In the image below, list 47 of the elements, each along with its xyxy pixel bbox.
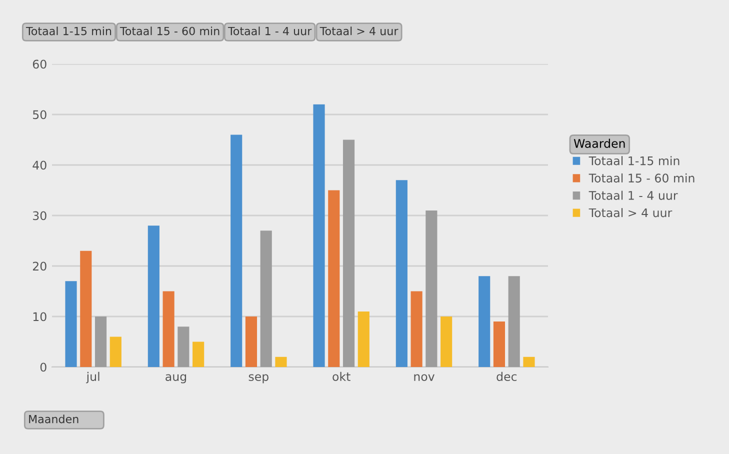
bar [410, 291, 422, 367]
bar [162, 291, 174, 367]
y-tick-label: 50 [33, 110, 46, 120]
text: Totaal > 4 uur [320, 26, 398, 36]
x-tick-label: aug [166, 374, 186, 384]
bar [358, 311, 370, 367]
x-tick-label: sep [248, 374, 268, 384]
x-tick-label: okt [332, 372, 350, 381]
text: Totaal 1 - 4 uur [228, 26, 312, 36]
y-tick-label: 20 [32, 262, 46, 271]
legend-label: Totaal 1-15 min [588, 156, 680, 166]
bar [328, 190, 340, 367]
bar [230, 134, 242, 367]
bar [178, 326, 190, 367]
x-tick-label: dec [496, 372, 517, 381]
bar [80, 250, 92, 367]
y-tick-label: 10 [33, 312, 46, 322]
bar [245, 316, 258, 367]
x-tick-label: nov [414, 374, 434, 381]
bar [478, 276, 490, 367]
bar [440, 316, 452, 367]
y-tick-label: 0 [40, 362, 46, 372]
bar [426, 210, 438, 367]
bar [192, 342, 204, 367]
bar [493, 322, 506, 367]
y-tick-label: 40 [32, 160, 46, 170]
bar [396, 180, 408, 367]
x-tick-label: jul [86, 372, 100, 384]
bar [65, 281, 77, 367]
bar [148, 226, 160, 367]
text: Totaal 1-15 min [26, 26, 112, 36]
legend-label: Totaal > 4 uur [588, 208, 672, 218]
y-tick-label: 30 [33, 211, 46, 220]
legend-label: Totaal 15 - 60 min [588, 173, 694, 183]
bar [313, 104, 325, 367]
text: Totaal 15 - 60 min [120, 26, 220, 36]
bar [342, 140, 355, 367]
legend-label: Totaal 1 - 4 uur [588, 190, 678, 200]
bar [275, 356, 287, 367]
bar [260, 230, 272, 367]
bar [110, 336, 122, 367]
text: Maanden [29, 414, 78, 424]
bar [94, 316, 107, 367]
bar [508, 276, 520, 367]
legend-title: Waarden [574, 138, 625, 148]
bar [523, 356, 535, 367]
y-tick-label: 60 [32, 60, 46, 69]
